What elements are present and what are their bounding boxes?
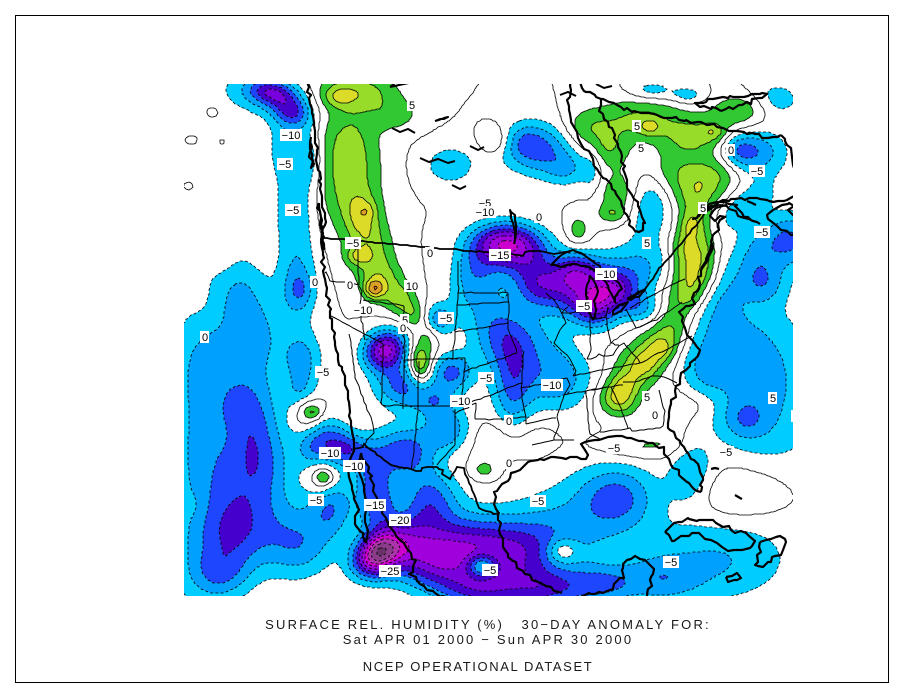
svg-text:−15: −15 (491, 250, 510, 262)
svg-text:−5: −5 (532, 496, 545, 508)
svg-text:5: 5 (644, 238, 650, 250)
svg-text:−5: −5 (317, 367, 330, 379)
svg-text:−10: −10 (476, 207, 495, 219)
svg-text:−10: −10 (345, 461, 364, 473)
svg-text:0: 0 (400, 323, 406, 335)
svg-text:0: 0 (506, 416, 512, 428)
svg-text:0: 0 (427, 248, 433, 260)
svg-text:−5: −5 (480, 373, 493, 385)
svg-text:−5: −5 (287, 205, 300, 217)
svg-text:0: 0 (312, 277, 318, 289)
svg-text:5: 5 (638, 143, 644, 155)
svg-text:−5: −5 (484, 565, 497, 577)
svg-text:0: 0 (652, 410, 658, 422)
svg-text:0: 0 (202, 332, 208, 344)
svg-text:5: 5 (770, 393, 776, 405)
svg-text:−5: −5 (440, 313, 453, 325)
svg-text:−5: −5 (720, 447, 733, 459)
svg-text:−5: −5 (608, 443, 621, 455)
svg-text:−5: −5 (347, 238, 360, 250)
svg-text:−10: −10 (354, 305, 373, 317)
svg-text:−25: −25 (381, 566, 400, 578)
svg-text:−15: −15 (366, 500, 385, 512)
svg-text:0: 0 (506, 458, 512, 470)
svg-text:−20: −20 (391, 515, 410, 527)
svg-text:−10: −10 (452, 396, 471, 408)
svg-text:0: 0 (347, 280, 353, 292)
svg-text:−10: −10 (321, 448, 340, 460)
svg-text:0: 0 (728, 145, 734, 157)
svg-text:5: 5 (402, 315, 408, 327)
svg-text:10: 10 (406, 281, 418, 293)
svg-text:5: 5 (700, 203, 706, 215)
svg-text:−5: −5 (279, 159, 292, 171)
svg-text:0: 0 (793, 411, 799, 423)
svg-text:5: 5 (409, 100, 415, 112)
svg-text:5: 5 (644, 392, 650, 404)
svg-text:5: 5 (634, 121, 640, 133)
svg-text:−5: −5 (310, 495, 323, 507)
svg-text:−10: −10 (543, 380, 562, 392)
svg-text:−5: −5 (665, 557, 678, 569)
svg-text:−10: −10 (597, 269, 616, 281)
svg-text:−10: −10 (282, 130, 301, 142)
svg-text:0: 0 (536, 212, 542, 224)
svg-text:−5: −5 (751, 166, 764, 178)
svg-text:−5: −5 (578, 301, 591, 313)
svg-text:−5: −5 (756, 227, 769, 239)
